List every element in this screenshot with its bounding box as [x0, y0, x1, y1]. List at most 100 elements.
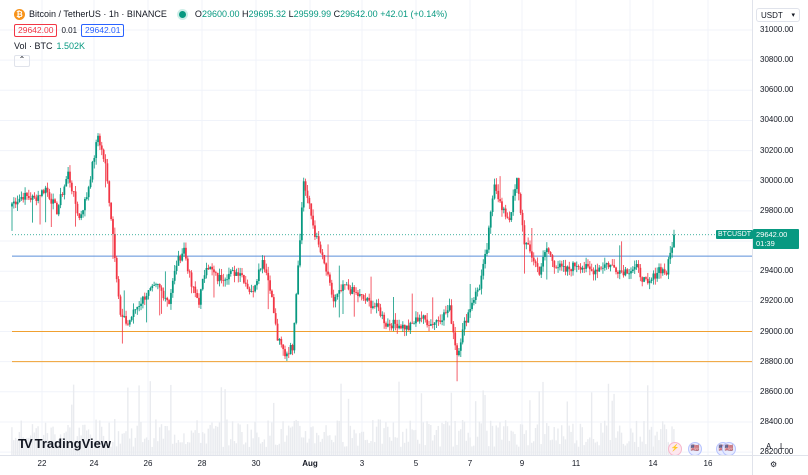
candle-body	[272, 297, 275, 314]
symbol-title[interactable]: Bitcoin / TetherUS · 1h · BINANCE	[29, 9, 167, 19]
volume-bar	[329, 435, 331, 455]
spread-value: 0.01	[61, 26, 78, 35]
volume-bar	[458, 430, 460, 455]
volume-bar	[370, 441, 372, 455]
candle-body	[153, 284, 156, 286]
event-us-flag-icon[interactable]: 🇺🇸	[688, 442, 702, 456]
sell-price-button[interactable]: 29642.00	[14, 24, 58, 37]
candle-body	[239, 273, 242, 276]
time-axis[interactable]	[0, 455, 752, 475]
volume-bar	[656, 431, 658, 455]
volume-bar	[392, 422, 395, 455]
tradingview-logo[interactable]: TV TradingView	[18, 436, 111, 451]
settings-gear-icon[interactable]: ⚙	[770, 460, 778, 469]
candle-body	[138, 305, 141, 307]
candle-body	[100, 145, 103, 150]
volume-bar	[357, 445, 359, 455]
chart-plot-area[interactable]	[0, 0, 752, 455]
candle-body	[33, 195, 36, 198]
candle-body	[590, 269, 593, 271]
volume-bar	[495, 425, 497, 455]
volume-bar	[59, 434, 62, 455]
volume-bar	[48, 440, 51, 455]
volume-bar	[71, 404, 73, 455]
log-scale-button[interactable]: L	[780, 442, 785, 451]
collapse-legend-button[interactable]: ⌃	[14, 55, 30, 67]
volume-bar	[254, 421, 256, 455]
volume-bar	[512, 431, 514, 455]
volume-bar	[402, 431, 404, 455]
volume-bar	[364, 440, 367, 455]
symbol-info[interactable]: ₿ Bitcoin / TetherUS · 1h · BINANCE	[14, 8, 167, 21]
candle-body	[12, 201, 15, 204]
candle-body	[128, 320, 131, 325]
volume-bar	[607, 383, 610, 455]
candle-body	[35, 197, 38, 201]
candle-body	[65, 179, 68, 187]
candle-body	[308, 197, 311, 204]
candle-body	[654, 273, 657, 279]
candle-body	[54, 199, 56, 203]
volume-bar	[648, 429, 651, 455]
candle-body	[123, 316, 126, 317]
candle-body	[37, 195, 40, 201]
candle-body	[29, 198, 32, 200]
candle-body	[648, 280, 651, 284]
candle-body	[177, 255, 180, 266]
volume-bar	[39, 439, 41, 455]
volume-bar	[387, 426, 389, 455]
volume-bar	[312, 426, 314, 455]
price-axis[interactable]	[752, 0, 808, 455]
currency-select[interactable]: USDT ▾	[756, 8, 800, 22]
volume-bar	[437, 425, 439, 455]
volume-bar	[302, 437, 305, 455]
candle-body	[164, 297, 167, 299]
volume-bar	[142, 442, 144, 455]
volume-bar	[35, 428, 37, 455]
candle-body	[203, 275, 206, 279]
market-status-icon[interactable]	[179, 11, 187, 19]
volume-bar	[602, 432, 604, 455]
volume-bar	[330, 439, 333, 455]
volume-bar	[491, 425, 494, 455]
volume-bar	[308, 438, 310, 455]
volume-bar	[334, 435, 337, 455]
candle-body	[400, 325, 402, 329]
candle-body	[351, 287, 354, 294]
volume-bar	[250, 429, 252, 455]
time-tick-label: 26	[143, 459, 153, 468]
candle-body	[48, 192, 51, 199]
event-us-flag-icon[interactable]: 🇺🇸	[722, 442, 736, 456]
volume-bar	[20, 420, 22, 455]
candle-body	[377, 303, 380, 308]
volume-bar	[493, 446, 496, 455]
price-chart[interactable]	[0, 0, 752, 455]
buy-price-button[interactable]: 29642.01	[81, 24, 125, 37]
candle-body	[18, 198, 21, 202]
candle-body	[373, 306, 376, 308]
volume-bar	[91, 444, 94, 455]
candle-body	[474, 291, 477, 301]
volume-bar	[577, 446, 580, 455]
candle-body	[287, 353, 290, 355]
candle-body	[572, 262, 574, 272]
volume-bar	[594, 442, 597, 455]
volume-bar	[514, 433, 516, 455]
auto-scale-button[interactable]: A	[766, 442, 772, 451]
event-lightning-icon[interactable]: ⚡	[668, 442, 682, 456]
volume-bar	[26, 437, 28, 455]
candle-body	[274, 313, 277, 324]
candle-body	[605, 263, 608, 265]
candle-body	[603, 264, 606, 268]
candle-body	[587, 264, 589, 267]
chevron-down-icon: ▾	[791, 12, 795, 19]
candle-body	[325, 263, 328, 272]
volume-bar	[177, 439, 180, 455]
candle-body	[456, 345, 458, 356]
volume-bar	[488, 446, 490, 455]
volume-bar	[186, 442, 189, 455]
candle-body	[428, 325, 430, 327]
candle-body	[231, 270, 234, 271]
volume-bar	[44, 422, 47, 455]
candle-body	[660, 267, 662, 274]
